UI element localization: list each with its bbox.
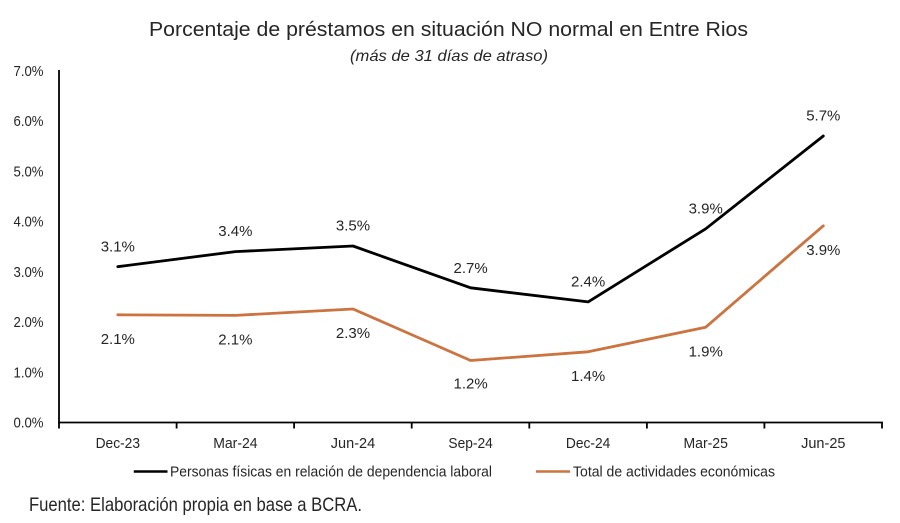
svg-text:4.0%: 4.0% xyxy=(14,214,44,231)
svg-text:3.5%: 3.5% xyxy=(336,218,370,235)
svg-text:Sep-24: Sep-24 xyxy=(448,435,492,452)
svg-text:2.4%: 2.4% xyxy=(571,274,605,291)
svg-text:1.2%: 1.2% xyxy=(453,376,487,393)
svg-text:7.0%: 7.0% xyxy=(14,63,44,80)
svg-text:3.9%: 3.9% xyxy=(689,200,723,217)
svg-text:Jun-25: Jun-25 xyxy=(801,435,845,452)
svg-text:2.0%: 2.0% xyxy=(14,314,44,331)
svg-text:5.7%: 5.7% xyxy=(806,108,840,125)
svg-text:Personas físicas en relación d: Personas físicas en relación de dependen… xyxy=(170,463,492,480)
svg-text:2.7%: 2.7% xyxy=(453,260,487,277)
svg-text:Total de actividades económica: Total de actividades económicas xyxy=(573,463,775,480)
svg-text:(más de 31 días de atraso): (más de 31 días de atraso) xyxy=(350,48,548,65)
svg-text:2.3%: 2.3% xyxy=(336,325,370,342)
svg-text:2.1%: 2.1% xyxy=(218,332,252,349)
svg-text:0.0%: 0.0% xyxy=(14,415,44,432)
svg-text:Mar-24: Mar-24 xyxy=(213,435,257,452)
svg-text:5.0%: 5.0% xyxy=(14,163,44,180)
svg-text:6.0%: 6.0% xyxy=(14,113,44,130)
svg-text:Fuente: Elaboración propia en: Fuente: Elaboración propia en base a BCR… xyxy=(29,494,362,516)
svg-text:Jun-24: Jun-24 xyxy=(331,435,375,452)
svg-text:Dec-24: Dec-24 xyxy=(566,435,610,452)
svg-text:3.0%: 3.0% xyxy=(14,264,44,281)
svg-text:1.9%: 1.9% xyxy=(689,343,723,360)
svg-text:Dec-23: Dec-23 xyxy=(96,435,140,452)
svg-text:3.9%: 3.9% xyxy=(806,242,840,259)
svg-text:Mar-25: Mar-25 xyxy=(684,435,728,452)
svg-text:3.4%: 3.4% xyxy=(218,223,252,240)
svg-text:2.1%: 2.1% xyxy=(101,331,135,348)
svg-text:3.1%: 3.1% xyxy=(101,238,135,255)
svg-text:1.0%: 1.0% xyxy=(14,365,44,382)
svg-text:1.4%: 1.4% xyxy=(571,368,605,385)
svg-text:Porcentaje de préstamos en sit: Porcentaje de préstamos en situación NO … xyxy=(149,19,748,41)
